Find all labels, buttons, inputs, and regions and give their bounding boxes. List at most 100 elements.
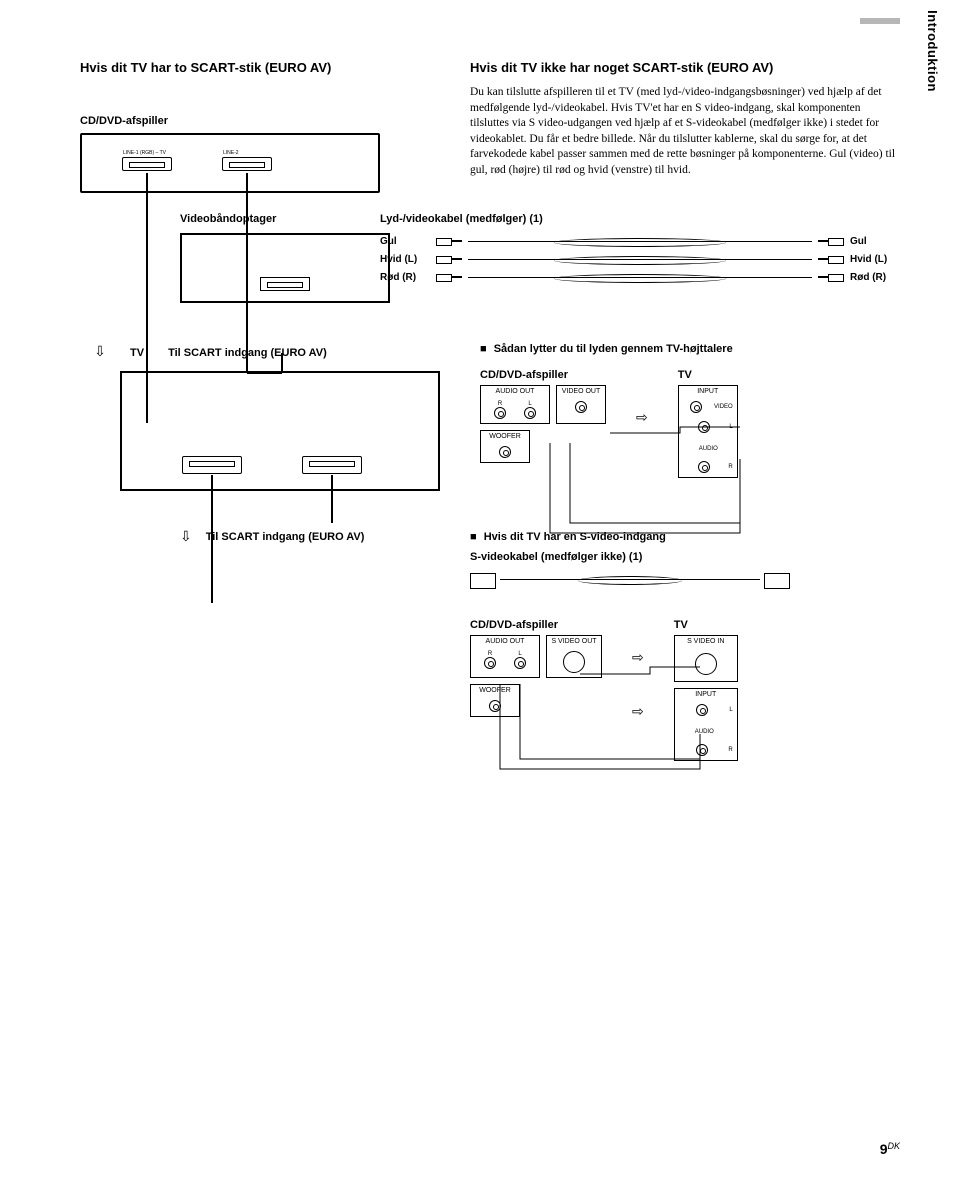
svideo-out-title: S VIDEO OUT [547, 636, 601, 647]
rca-jack-icon [489, 700, 501, 712]
tv-input-box: INPUT VIDEO L AUDIO [678, 385, 738, 478]
bottom-right: Hvis dit TV har en S-video-indgang S-vid… [470, 531, 900, 761]
scart-slot-1: LINE-1 (RGB) – TV [122, 157, 172, 171]
scart-1-label: LINE-1 (RGB) – TV [123, 150, 166, 156]
tv-label: TV [674, 619, 738, 631]
cable-block: Gul Gul Hvid (L) Hvid (L) Rød (R) [380, 233, 900, 285]
cable-row: Hvid (L) Hvid (L) [380, 251, 900, 267]
scart-2-label: LINE-2 [223, 150, 239, 156]
vcr-box [180, 233, 390, 303]
cable-mid [468, 259, 812, 260]
tv-large-box [120, 371, 440, 491]
cable-right-label: Gul [850, 236, 900, 247]
cable-row: Rød (R) Rød (R) [380, 269, 900, 285]
player-block: CD/DVD-afspiller AUDIO OUT R [470, 619, 602, 717]
l-label: L [729, 424, 732, 430]
bottom-left: ⇩ Til SCART indgang (EURO AV) [80, 531, 440, 761]
tv-left-area: ⇩ TV Til SCART indgang (EURO AV) [80, 343, 460, 491]
input-title: INPUT [679, 386, 737, 397]
cable-col: Lyd-/videokabel (medfølger) (1) Gul Gul … [360, 213, 900, 303]
arrow-down: ⇩ [80, 343, 120, 361]
audio-out-box: AUDIO OUT R L [480, 385, 550, 424]
device-label: CD/DVD-afspiller [80, 115, 440, 127]
r-label: R [728, 747, 732, 753]
scart-caption: Til SCART indgang (EURO AV) [168, 347, 327, 359]
scart-slot-2: LINE-2 [222, 157, 272, 171]
player-block: CD/DVD-afspiller AUDIO OUT R [480, 369, 606, 463]
bottom-section: ⇩ Til SCART indgang (EURO AV) Hvis dit T… [80, 531, 900, 761]
arrow-right-icon: ⇨ [632, 652, 644, 666]
device-box: LINE-1 (RGB) – TV LINE-2 [80, 133, 380, 193]
mid-section: ⇩ TV Til SCART indgang (EURO AV) [80, 343, 900, 491]
rca-jack-icon [696, 744, 708, 756]
tv-label: TV [130, 347, 144, 359]
page: Introduktion Hvis dit TV har to SCART-st… [0, 0, 960, 1183]
cable-right-label: Hvid (L) [850, 254, 900, 265]
cable-row: Gul Gul [380, 233, 900, 249]
video-out-box: VIDEO OUT [556, 385, 606, 424]
woofer-title: WOOFER [481, 431, 529, 442]
cable-title: Lyd-/videokabel (medfølger) (1) [380, 213, 900, 225]
woofer-box: WOOFER [480, 430, 530, 463]
scart-caption: Til SCART indgang (EURO AV) [206, 531, 365, 543]
svideo-port-icon [695, 653, 717, 675]
audio-label: AUDIO [695, 729, 714, 735]
mid-bullet-title: Sådan lytter du til lyden gennem TV-højt… [480, 343, 900, 355]
signal-arrow: ⇨ [636, 369, 648, 427]
rca-jack-icon [696, 704, 708, 716]
svideo-port-icon [563, 651, 585, 673]
plug-icon [818, 237, 844, 245]
arrow-down-icon: ⇩ [180, 531, 192, 545]
signal-arrow: ⇨ ⇨ [632, 619, 644, 721]
plug-icon [436, 237, 462, 245]
right-body: Du kan tilslutte afspilleren til et TV (… [470, 85, 900, 178]
rca-jack-icon [494, 407, 506, 419]
arrow-right-icon: ⇨ [636, 412, 648, 426]
section-1-left: Hvis dit TV har to SCART-stik (EURO AV) … [80, 60, 440, 193]
section-1-right: Hvis dit TV ikke har noget SCART-stik (E… [470, 60, 900, 193]
audio-out-title: AUDIO OUT [471, 636, 539, 647]
plug-icon [818, 273, 844, 281]
rca-jack-icon [698, 461, 710, 473]
audio-out-box: AUDIO OUT R L [470, 635, 540, 678]
video-out-title: VIDEO OUT [557, 386, 605, 397]
arrow-down-icon: ⇩ [94, 346, 106, 360]
player-label: CD/DVD-afspiller [470, 619, 602, 631]
r-label: R [728, 464, 732, 470]
svideo-in-title: S VIDEO IN [675, 636, 737, 647]
arrow-right-icon: ⇨ [632, 706, 644, 720]
rca-jack-icon [690, 401, 702, 413]
rca-jack-icon [484, 657, 496, 669]
tv-input-box: INPUT L AUDIO R [674, 688, 738, 761]
cable-right-label: Rød (R) [850, 272, 900, 283]
page-lang-suffix: DK [887, 1141, 900, 1151]
l-label: L [729, 707, 732, 713]
rca-jack-icon [524, 407, 536, 419]
rca-jack-icon [514, 657, 526, 669]
audio-label: AUDIO [699, 446, 718, 452]
cable-mid [468, 277, 812, 278]
plug-icon [436, 255, 462, 263]
woofer-title: WOOFER [471, 685, 519, 696]
section-1: Hvis dit TV har to SCART-stik (EURO AV) … [80, 60, 900, 193]
tv-right-label: TV [678, 369, 738, 381]
cable-mid [468, 241, 812, 242]
svideo-cable-drawing [470, 571, 790, 589]
audio-out-title: AUDIO OUT [481, 386, 549, 397]
svideo-out-box: S VIDEO OUT [546, 635, 602, 678]
left-title: Hvis dit TV har to SCART-stik (EURO AV) [80, 60, 440, 75]
rca-jack-icon [575, 401, 587, 413]
plug-icon [436, 273, 462, 281]
tv-input-block: TV INPUT VIDEO L AUDIO [678, 369, 738, 478]
plug-icon [818, 255, 844, 263]
tv-block: TV S VIDEO IN INPUT L AUDIO [674, 619, 738, 761]
player-label: CD/DVD-afspiller [480, 369, 606, 381]
input-title: INPUT [675, 689, 737, 700]
top-bar-deco [860, 18, 900, 24]
sidebar-label: Introduktion [925, 10, 940, 92]
svideo-cable-label: S-videokabel (medfølger ikke) (1) [470, 551, 900, 563]
rca-jack-icon [499, 446, 511, 458]
mid-right-area: Sådan lytter du til lyden gennem TV-højt… [480, 343, 900, 491]
svideo-in-box: S VIDEO IN [674, 635, 738, 682]
video-label: VIDEO [714, 404, 733, 410]
